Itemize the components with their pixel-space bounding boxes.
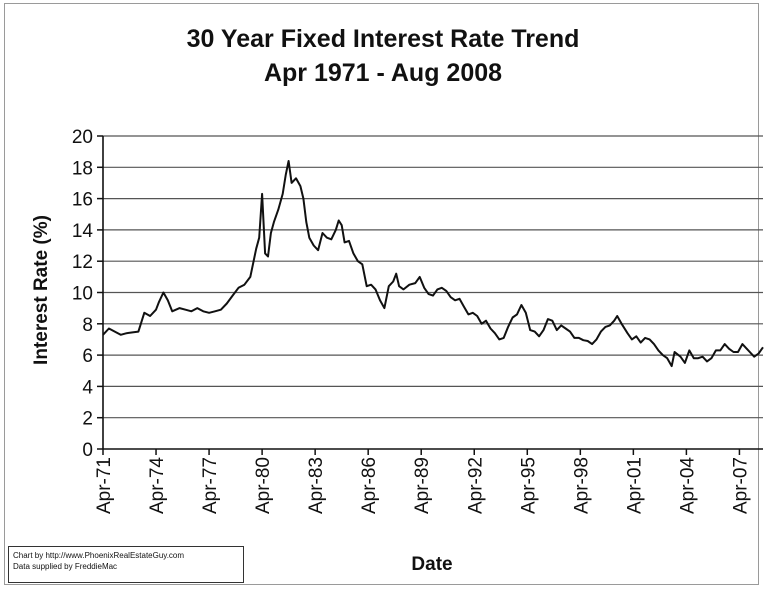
x-tick-label: Apr-95 bbox=[518, 457, 539, 514]
y-tick-label: 6 bbox=[82, 346, 93, 367]
y-tick-label: 0 bbox=[82, 440, 93, 461]
x-tick-label: Apr-83 bbox=[306, 457, 327, 514]
x-tick-label: Apr-98 bbox=[571, 457, 592, 514]
y-tick-label: 16 bbox=[72, 190, 93, 211]
x-tick-label: Apr-04 bbox=[677, 457, 698, 514]
credit-line-data: Data supplied by FreddieMac bbox=[13, 562, 118, 571]
y-tick-label: 18 bbox=[72, 158, 93, 179]
x-tick-label: Apr-74 bbox=[147, 457, 168, 514]
x-tick-label: Apr-71 bbox=[94, 457, 115, 514]
y-tick-label: 4 bbox=[82, 377, 93, 398]
x-tick-label: Apr-86 bbox=[359, 457, 380, 514]
gridlines bbox=[103, 135, 763, 419]
chart-frame bbox=[4, 3, 759, 585]
x-tick-label: Apr-77 bbox=[200, 457, 221, 514]
series-layer bbox=[102, 160, 764, 368]
y-tick-label: 10 bbox=[72, 284, 93, 305]
x-tick-label: Apr-92 bbox=[465, 457, 486, 514]
y-tick-label: 20 bbox=[72, 127, 93, 148]
x-tick-label: Apr-80 bbox=[253, 457, 274, 514]
chart-subtitle: Apr 1971 - Aug 2008 bbox=[263, 59, 503, 87]
x-axis-label: Date bbox=[411, 554, 452, 575]
axes bbox=[97, 135, 763, 455]
x-tick-labels: Apr-71 Apr-74 Apr-77 Apr-80 Apr-83 Apr-86 Apr-… bbox=[94, 457, 751, 514]
x-tick-label: Apr-01 bbox=[624, 457, 645, 514]
x-tick-label: Apr-89 bbox=[412, 457, 433, 514]
y-tick-label: 2 bbox=[82, 409, 93, 430]
y-axis-label: Interest Rate (%) bbox=[31, 215, 52, 365]
credit-line-chart: Chart by http://www.PhoenixRealEstateGuy… bbox=[13, 551, 185, 560]
chart-title: 30 Year Fixed Interest Rate Trend bbox=[186, 25, 580, 53]
credits-box: Chart by http://www.PhoenixRealEstateGuy… bbox=[8, 546, 244, 583]
y-tick-label: 8 bbox=[82, 315, 93, 336]
series-line-0 bbox=[102, 160, 764, 368]
y-tick-label: 12 bbox=[72, 252, 93, 273]
x-tick-label: Apr-07 bbox=[730, 457, 751, 514]
y-tick-labels: 0 2 4 6 8 10 12 14 16 18 20 bbox=[72, 127, 94, 461]
y-tick-label: 14 bbox=[72, 221, 94, 242]
